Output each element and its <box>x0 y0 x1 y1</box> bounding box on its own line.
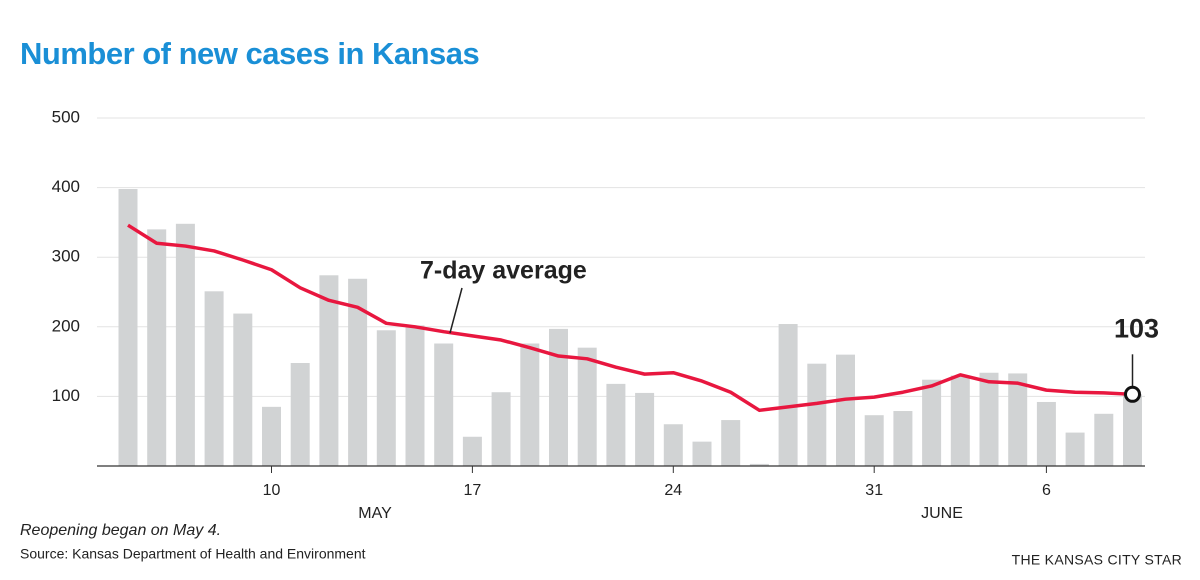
bar <box>836 354 855 466</box>
bar <box>749 463 769 466</box>
bar <box>922 379 942 466</box>
bar <box>893 411 913 466</box>
bar <box>663 424 683 466</box>
bar <box>635 392 655 466</box>
y-tick-label: 200 <box>52 316 80 335</box>
month-label: MAY <box>358 505 392 522</box>
y-tick-label: 400 <box>52 177 80 196</box>
bar <box>1065 432 1085 466</box>
average-line <box>127 223 1133 413</box>
y-tick-label: 300 <box>52 247 80 266</box>
bar <box>1123 394 1142 466</box>
bar <box>376 330 396 466</box>
x-tick-label: 24 <box>664 482 682 499</box>
bar <box>233 313 253 466</box>
bar <box>348 278 368 466</box>
end-point <box>1124 385 1141 403</box>
bar <box>434 343 454 466</box>
bar <box>549 328 568 466</box>
bar <box>175 223 195 466</box>
x-tick-label: 31 <box>865 482 883 499</box>
x-tick-label: 6 <box>1042 482 1051 499</box>
bar <box>1036 401 1056 466</box>
bar <box>606 383 626 466</box>
y-tick-label: 500 <box>52 107 80 126</box>
bar <box>262 406 281 466</box>
bar <box>520 343 540 466</box>
bar <box>319 275 339 466</box>
bar <box>778 324 798 466</box>
bar <box>864 415 884 466</box>
end-value-label: 103 <box>1114 313 1159 343</box>
bar <box>405 325 425 466</box>
bar <box>1008 373 1028 466</box>
source: Source: Kansas Department of Health and … <box>20 546 366 562</box>
bar <box>147 229 167 466</box>
month-label: JUNE <box>921 505 963 522</box>
bar <box>979 372 999 466</box>
credit: THE KANSAS CITY STAR <box>1012 552 1182 568</box>
bar <box>692 441 712 466</box>
x-tick-label: 10 <box>263 482 281 499</box>
bar <box>807 363 827 466</box>
leader <box>449 287 463 334</box>
bar <box>950 375 970 466</box>
bar <box>290 362 310 466</box>
bar <box>462 436 482 466</box>
y-tick-label: 100 <box>52 386 80 405</box>
chart-title: Number of new cases in Kansas <box>20 36 479 71</box>
bar <box>491 392 511 466</box>
bar <box>1094 413 1114 466</box>
bar <box>721 420 741 466</box>
bar <box>204 291 224 466</box>
x-tick-label: 17 <box>464 482 482 499</box>
bar <box>577 347 597 466</box>
series-label: 7-day average <box>420 257 587 285</box>
note: Reopening began on May 4. <box>20 522 221 539</box>
bar <box>118 188 138 466</box>
